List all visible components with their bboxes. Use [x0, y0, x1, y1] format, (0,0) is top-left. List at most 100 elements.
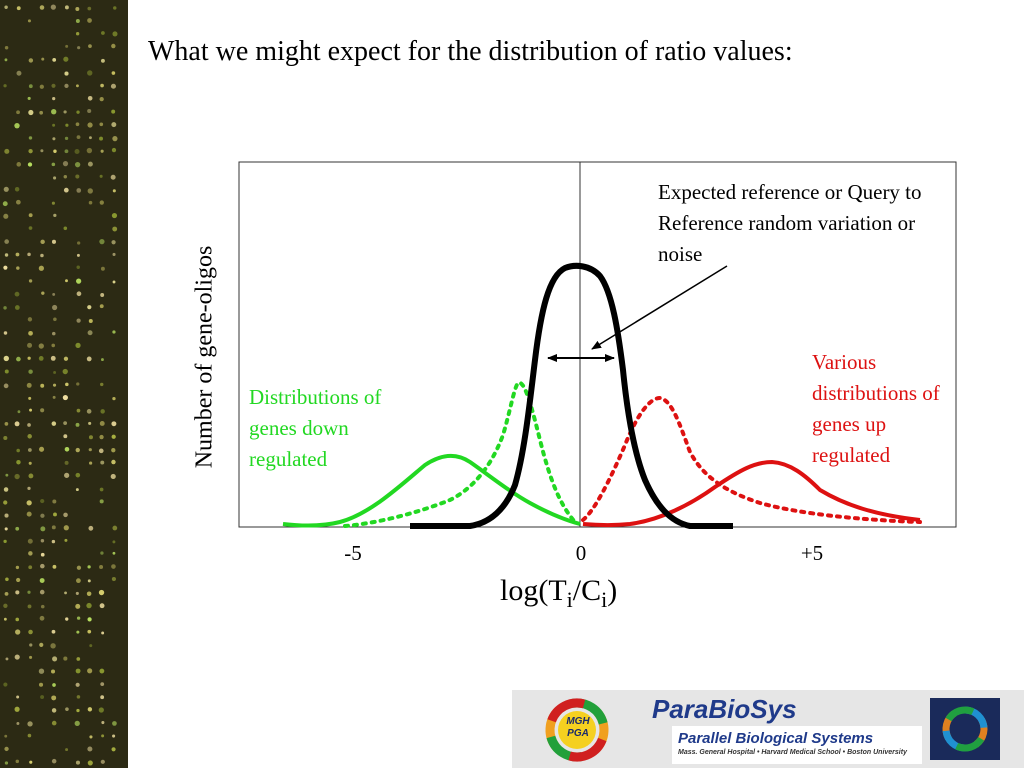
x-tick-label: 0 — [576, 541, 587, 565]
microarray-spot — [39, 642, 44, 647]
y-axis-label: Number of gene-oligos — [191, 245, 218, 469]
microarray-spot — [100, 58, 105, 63]
microarray-spot — [111, 122, 117, 128]
microarray-spot — [63, 226, 68, 231]
microarray-spot — [3, 84, 7, 88]
microarray-spot — [87, 6, 92, 11]
microarray-spot — [28, 369, 33, 374]
microarray-spot — [111, 71, 116, 75]
microarray-spot — [112, 396, 116, 401]
microarray-spot — [63, 174, 68, 179]
microarray-spot — [5, 577, 9, 582]
microarray-spot — [63, 656, 68, 661]
parabiosys-banner: MGH PGA ParaBioSys Parallel Biological S… — [512, 690, 1024, 768]
microarray-spot — [4, 421, 9, 426]
microarray-spot — [41, 57, 45, 61]
microarray-spot — [111, 43, 116, 49]
microarray-spot — [4, 253, 9, 257]
microarray-spot — [112, 252, 116, 256]
microarray-spot — [89, 461, 93, 465]
microarray-spot — [14, 473, 20, 480]
microarray-spot — [28, 58, 34, 63]
microarray-spot — [40, 253, 44, 258]
microarray-spot — [52, 123, 56, 127]
microarray-spot — [16, 721, 20, 725]
microarray-spot — [99, 499, 104, 504]
microarray-spot — [51, 239, 56, 244]
microarray-spot — [3, 487, 9, 492]
microarray-spot — [64, 71, 69, 76]
microarray-spot — [51, 201, 55, 205]
microarray-spot — [52, 499, 57, 504]
microarray-spot — [86, 147, 93, 154]
microarray-spot — [38, 356, 44, 361]
microarray-spot — [52, 564, 57, 569]
microarray-spot — [112, 551, 116, 555]
microarray-spot — [27, 162, 33, 167]
microarray-spot — [98, 448, 104, 454]
microarray-spot — [53, 176, 57, 180]
microarray-spot — [112, 734, 116, 738]
microarray-spot — [39, 589, 45, 595]
microarray-spot — [14, 291, 20, 297]
microarray-spot — [28, 461, 32, 465]
microarray-spot — [39, 615, 45, 621]
microarray-spot — [16, 448, 20, 453]
microarray-spot — [27, 604, 32, 609]
microarray-spot — [39, 110, 44, 115]
microarray-spot — [28, 551, 33, 556]
microarray-spot — [100, 551, 104, 555]
microarray-spot — [99, 434, 104, 440]
microarray-spot — [50, 355, 56, 361]
microarray-spot — [111, 240, 116, 245]
microarray-spot — [65, 707, 69, 711]
microarray-spot — [87, 668, 93, 674]
microarray-spot — [76, 278, 82, 284]
microarray-spot — [100, 266, 105, 271]
microarray-spot — [3, 435, 8, 441]
microarray-spot — [14, 421, 20, 427]
microarray-spot — [87, 161, 93, 167]
microarray-spot — [87, 760, 93, 766]
microarray-spot — [64, 83, 69, 89]
annotation-leader-arrow — [591, 265, 728, 350]
microarray-spot — [98, 707, 104, 713]
microarray-spot — [40, 552, 45, 557]
microarray-spot — [99, 603, 105, 609]
microarray-spot — [51, 539, 56, 544]
banner-subtitle-bar — [672, 726, 922, 764]
microarray-spot — [76, 695, 81, 699]
microarray-spot — [52, 137, 56, 141]
microarray-spot — [15, 590, 20, 595]
microarray-spot — [100, 409, 105, 414]
microarray-spot — [86, 602, 92, 609]
microarray-spot — [63, 356, 69, 361]
microarray-spot — [14, 706, 20, 712]
microarray-spot — [77, 241, 81, 245]
up-regulated-solid-curve — [582, 459, 921, 528]
microarray-spot — [39, 84, 44, 89]
microarray-spot — [17, 410, 21, 414]
microarray-spot — [111, 434, 116, 439]
microarray-spot — [28, 330, 33, 336]
microarray-spot — [16, 695, 20, 699]
microarray-spot — [5, 657, 9, 661]
microarray-spot — [75, 472, 81, 478]
microarray-spot — [101, 734, 105, 738]
microarray-spot — [65, 44, 69, 48]
microarray-spot — [28, 279, 33, 283]
microarray-spot — [53, 149, 57, 153]
microarray-spot — [41, 291, 45, 295]
microarray-spot — [4, 46, 9, 50]
microarray-spot — [14, 305, 20, 310]
microarray-spot — [4, 148, 10, 154]
microarray-spot — [86, 409, 92, 414]
microarray-spot — [112, 31, 118, 37]
microarray-spot — [53, 371, 57, 374]
microarray-spot — [65, 617, 69, 621]
microarray-spot — [76, 253, 80, 257]
microarray-spot — [88, 200, 93, 205]
microarray-spot — [38, 668, 45, 674]
microarray-spot — [29, 408, 33, 412]
microarray-spot — [87, 746, 93, 752]
